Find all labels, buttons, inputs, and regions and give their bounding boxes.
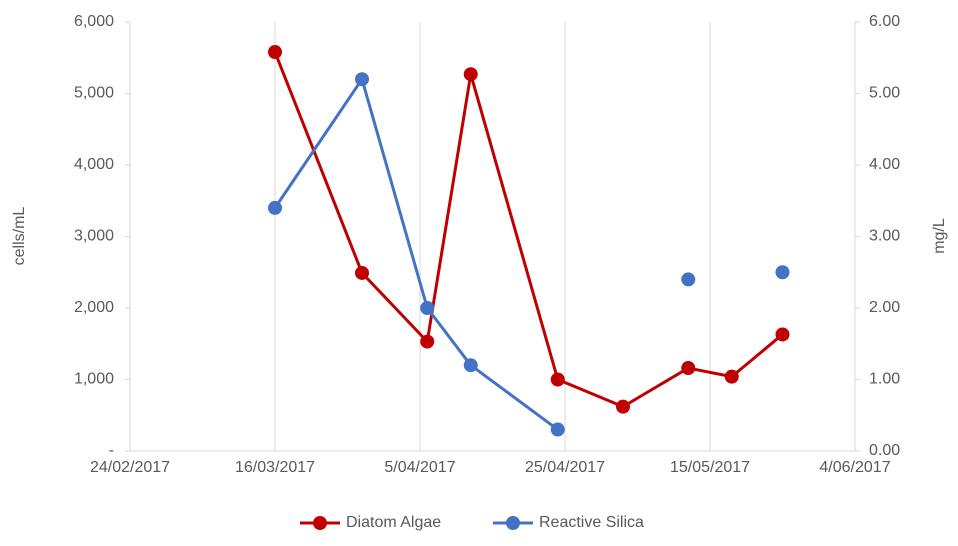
y-tick-label: 6,000	[74, 13, 114, 30]
series-point	[775, 265, 790, 280]
series-point	[550, 372, 565, 387]
y2-tick-label: 0.00	[869, 442, 900, 459]
series-point	[268, 45, 282, 60]
y-axis-title: cells/mL	[11, 207, 28, 266]
y-tick-label: 5,000	[74, 85, 114, 102]
legend-label: Reactive Silica	[539, 514, 644, 531]
y-tick-label: 3,000	[74, 228, 114, 245]
y2-tick-label: 6.00	[869, 13, 900, 30]
series-line	[273, 77, 559, 431]
series-point	[681, 361, 696, 376]
legend-marker	[506, 516, 520, 530]
series-line	[273, 51, 784, 409]
y2-axis-title: mg/L	[931, 218, 948, 254]
series-point	[681, 272, 696, 287]
y2-tick-label: 5.00	[869, 85, 900, 102]
series-point	[775, 327, 790, 342]
y2-tick-label: 1.00	[869, 371, 900, 388]
x-tick-label: 24/02/2017	[90, 459, 170, 476]
x-tick-label: 15/05/2017	[670, 459, 750, 476]
series-point	[463, 358, 478, 373]
y-tick-label: 2,000	[74, 299, 114, 316]
legend-marker	[313, 516, 327, 530]
x-tick-label: 5/04/2017	[384, 459, 455, 476]
x-tick-label: 4/06/2017	[819, 459, 890, 476]
series-point	[463, 67, 478, 82]
series-point	[420, 334, 435, 349]
x-tick-label: 25/04/2017	[525, 459, 605, 476]
y2-tick-label: 4.00	[869, 156, 900, 173]
series-point	[616, 399, 630, 414]
series-point	[550, 422, 565, 437]
series-point	[724, 369, 739, 384]
y2-tick-label: 3.00	[869, 228, 900, 245]
y-tick-label: -	[109, 442, 114, 459]
x-tick-label: 16/03/2017	[235, 459, 315, 476]
series-point	[355, 72, 369, 87]
y-tick-label: 1,000	[74, 371, 114, 388]
series-point	[268, 200, 282, 215]
series-point	[420, 301, 435, 315]
y2-tick-label: 2.00	[869, 299, 900, 316]
series-point	[355, 265, 369, 280]
y-tick-label: 4,000	[74, 156, 114, 173]
legend-label: Diatom Algae	[346, 514, 441, 531]
